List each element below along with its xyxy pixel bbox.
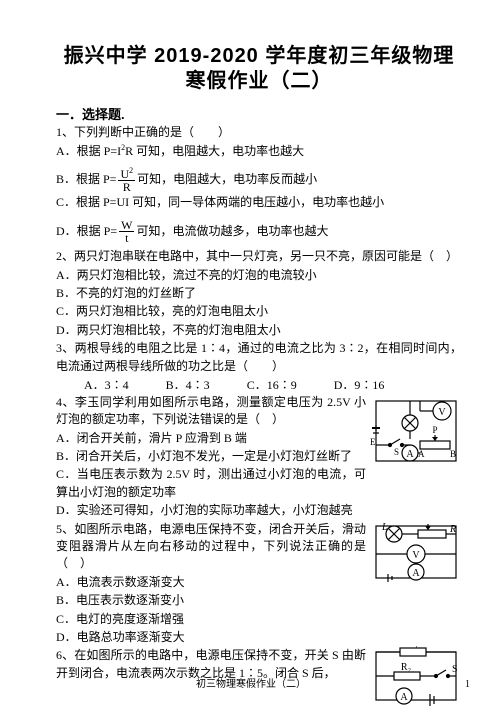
q2-optD: D．两只灯泡相比较，不亮的灯泡电阻太小 (56, 322, 462, 339)
section-heading: 一．选择题. (56, 104, 462, 123)
figure-q5: L R V A (370, 520, 462, 593)
svg-text:A: A (400, 692, 408, 703)
svg-text:A: A (412, 568, 420, 579)
q2-stem: 2、两只灯泡串联在电路中，其中一只灯亮，另一只不亮，原因可能是（ ） (56, 248, 462, 265)
q2-optA: A．两只灯泡相比较，流过不亮的灯泡的电流较小 (56, 267, 462, 284)
page-number: 1 (465, 679, 470, 690)
q1-B-frac: U2 R (118, 167, 135, 193)
q2-optC: C．两只灯泡相比较，亮的灯泡电阻太小 (56, 303, 462, 320)
svg-text:R: R (449, 524, 456, 535)
title-line-2: 寒假作业（二） (56, 69, 462, 94)
svg-text:A: A (406, 449, 414, 460)
q1-stem: 1、下列判断中正确的是（ ） (56, 124, 462, 141)
svg-text:A: A (418, 449, 425, 459)
q4-optD: D．实验还可得知，小灯泡的实际功率越大，小灯泡越亮 (56, 502, 462, 519)
svg-text:E: E (370, 437, 376, 447)
q1-B-num: U (120, 167, 129, 181)
q1-optD: D．根据 P= W t 可知，电流做功越多，电功率也越大 (56, 219, 462, 244)
svg-text:L: L (381, 522, 388, 533)
title-line-1: 振兴中学 2019-2020 学年度初三年级物理 (56, 44, 462, 69)
q1-D-frac: W t (119, 219, 134, 244)
figure-q4: V S E (370, 395, 462, 476)
svg-text:R₁: R₁ (408, 646, 418, 649)
svg-text:B: B (450, 449, 456, 459)
q2-optB: B．不亮的灯泡的灯丝断了 (56, 285, 462, 302)
q1-B-den: R (121, 181, 133, 193)
q5-optB: B．电压表示数逐渐变小 (56, 592, 462, 609)
svg-text:R₂: R₂ (401, 662, 411, 673)
svg-text:P: P (432, 425, 437, 435)
q1-optA: A．根据 P=I2R 可知，电阻越大，电功率也越大 (56, 142, 462, 160)
q1-B-num-sup: 2 (129, 166, 133, 175)
q1-A-pre: A．根据 P=I (56, 144, 121, 158)
svg-text:V: V (412, 550, 420, 561)
q1-D-den: t (123, 232, 130, 244)
q1-A-post: R 可知，电阻越大，电功率也越大 (125, 144, 304, 158)
q3-options: A．3∶4 B．4∶3 C．16∶9 D．9∶16 (56, 376, 462, 393)
q1-B-post: 可知，电阻越大，电功率反而越小 (137, 173, 317, 186)
q3-optA: A．3∶4 (84, 376, 129, 393)
q3-stem: 3、两根导线的电阻之比是 1∶4，通过的电流之比为 3∶2，在相同时间内，电流通… (56, 340, 462, 375)
q1-optB: B．根据 P= U2 R 可知，电阻越大，电功率反而越小 (56, 167, 462, 193)
q5-optD: D．电路总功率逐渐变大 (56, 629, 462, 646)
svg-text:V: V (438, 407, 446, 418)
svg-text:S: S (394, 447, 399, 457)
q3-optC: C．16∶9 (247, 376, 297, 393)
q5-optC: C．电灯的亮度逐渐增强 (56, 611, 462, 628)
q1-D-post: 可知，电流做功越多，电功率也越大 (136, 225, 328, 238)
svg-text:S: S (452, 664, 458, 675)
q1-optC: C．根据 P=UI 可知，同一导体两端的电压越小，电功率也越小 (56, 194, 462, 211)
q3-optD: D．9∶16 (334, 376, 385, 393)
q1-D-pre: D．根据 P= (56, 225, 117, 238)
q3-optB: B．4∶3 (166, 376, 210, 393)
q1-B-pre: B．根据 P= (56, 173, 116, 186)
footer-text: 初三物理寒假作业（二） (0, 675, 502, 690)
